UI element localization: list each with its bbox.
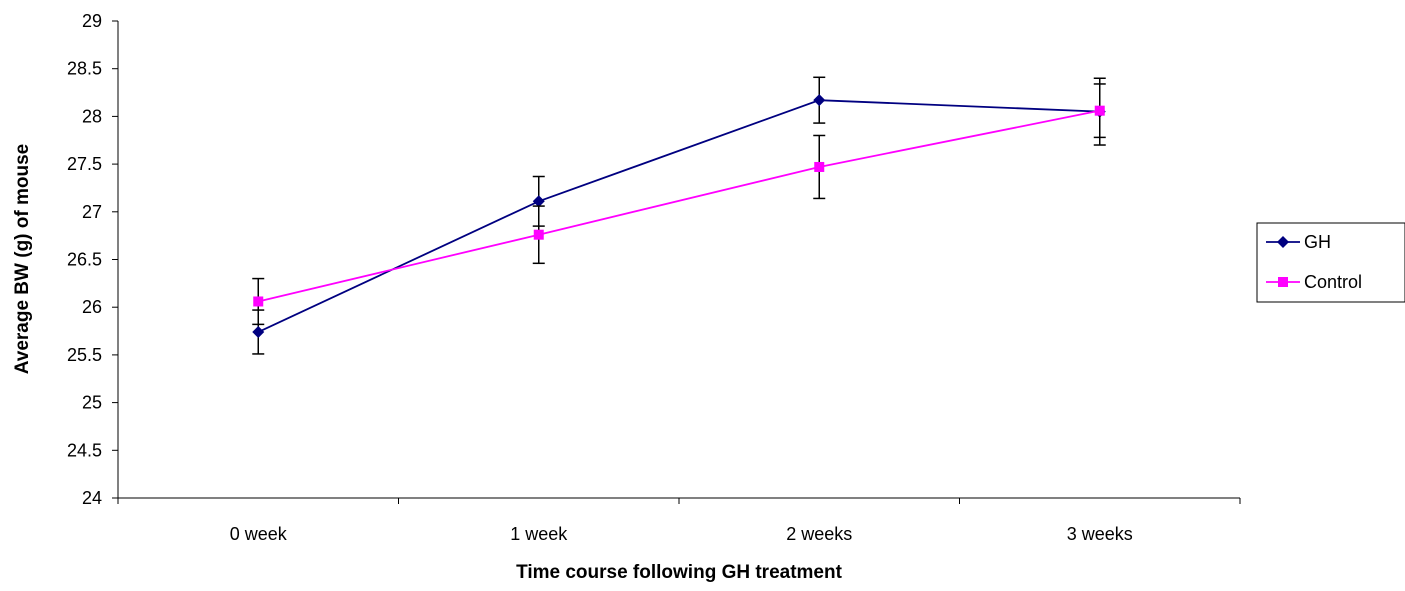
y-ticks: 24 24.5 25 25.5 26 26.5 27 27.5 28 28.5 29	[67, 11, 118, 508]
y-tick-label: 27	[82, 202, 102, 222]
series-line	[257, 99, 1100, 333]
x-tick-label: 1 week	[510, 524, 568, 544]
y-tick-label: 26.5	[67, 250, 102, 270]
series-line	[258, 109, 1100, 303]
series-control	[252, 83, 1106, 326]
data-point	[532, 195, 545, 208]
legend-box	[1256, 222, 1405, 303]
y-tick-label: 25	[82, 393, 102, 413]
legend-entry: GH	[1266, 232, 1331, 252]
legend-marker	[1277, 236, 1289, 248]
x-axis-title: Time course following GH treatment	[516, 562, 843, 583]
axes	[117, 21, 1240, 499]
data-point	[253, 296, 264, 307]
legend: GH Control	[1256, 222, 1405, 303]
y-tick-label: 24.5	[67, 440, 102, 460]
data-point	[533, 229, 544, 240]
y-tick-label: 28	[82, 106, 102, 126]
y-tick-label: 24	[82, 488, 102, 508]
legend-entry: Control	[1266, 272, 1362, 292]
data-point	[814, 161, 825, 172]
data-point	[1094, 105, 1105, 116]
series-layer	[252, 76, 1106, 355]
x-tick-label: 2 weeks	[786, 524, 852, 544]
series-gh	[252, 76, 1106, 355]
x-ticks: 0 week 1 week 2 weeks 3 weeks	[117, 498, 1241, 544]
x-tick-label: 0 week	[230, 524, 288, 544]
data-point	[813, 94, 826, 107]
y-tick-label: 27.5	[67, 154, 102, 174]
data-point	[252, 326, 265, 339]
y-tick-label: 26	[82, 297, 102, 317]
y-tick-label: 29	[82, 11, 102, 31]
legend-label: Control	[1304, 272, 1362, 292]
legend-label: GH	[1304, 232, 1331, 252]
legend-marker	[1278, 277, 1288, 287]
y-tick-label: 25.5	[67, 345, 102, 365]
y-axis-title: Average BW (g) of mouse	[12, 144, 33, 375]
y-tick-label: 28.5	[67, 59, 102, 79]
x-tick-label: 3 weeks	[1067, 524, 1133, 544]
